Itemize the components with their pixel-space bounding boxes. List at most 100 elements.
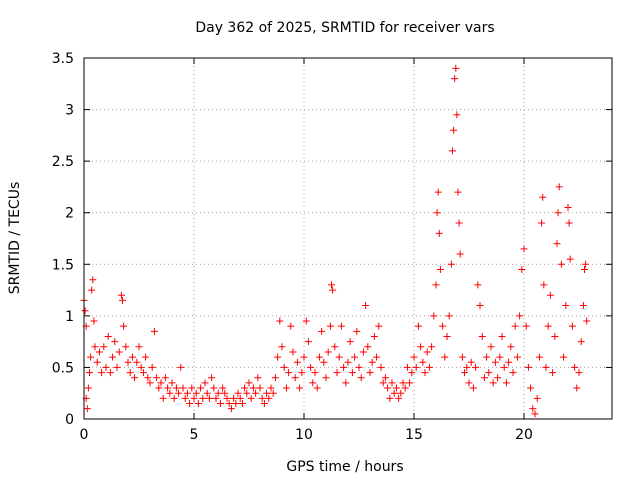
data-point [260, 400, 268, 408]
data-point [452, 64, 460, 72]
data-point [560, 353, 568, 361]
data-point [456, 250, 464, 258]
data-point [388, 379, 396, 387]
data-point [451, 75, 459, 83]
data-point [197, 384, 205, 392]
data-point [433, 209, 441, 217]
data-point [449, 147, 456, 155]
data-point [90, 317, 98, 325]
data-point [577, 338, 585, 346]
data-point [183, 389, 191, 397]
data-point [386, 394, 394, 402]
data-point [159, 394, 167, 402]
data-point [81, 307, 89, 315]
data-point [320, 358, 328, 366]
data-point [205, 394, 213, 402]
data-point [553, 240, 561, 248]
data-point [453, 111, 461, 119]
data-point [289, 348, 297, 356]
data-point [447, 260, 455, 268]
grid [84, 58, 612, 419]
data-point [557, 260, 565, 268]
data-markers [80, 64, 591, 418]
data-point [432, 281, 440, 289]
data-point [401, 384, 409, 392]
data-point [344, 358, 352, 366]
plot-frame [83, 57, 613, 420]
data-point [84, 384, 92, 392]
data-point [366, 369, 374, 377]
data-point [122, 343, 130, 351]
data-point [269, 389, 277, 397]
data-point [397, 389, 405, 397]
data-point [538, 219, 546, 227]
data-point [307, 363, 315, 371]
data-point [474, 281, 482, 289]
data-point [247, 394, 255, 402]
data-point [245, 379, 253, 387]
data-point [293, 358, 301, 366]
y-tick-label: 3.5 [52, 51, 74, 67]
data-point [524, 363, 532, 371]
data-point [93, 358, 101, 366]
data-point [540, 281, 548, 289]
data-point [296, 384, 304, 392]
data-point [465, 379, 473, 387]
data-point [455, 219, 463, 227]
data-point [190, 394, 198, 402]
data-point [408, 369, 416, 377]
data-point [348, 369, 356, 377]
data-point [318, 327, 326, 335]
data-point [581, 265, 588, 273]
data-point [157, 379, 165, 387]
data-point [478, 332, 486, 340]
data-point [241, 384, 249, 392]
data-point [119, 296, 126, 304]
chart-title: Day 362 of 2025, SRMTID for receiver var… [195, 20, 494, 36]
data-point [155, 384, 163, 392]
y-tick-label: 1.5 [52, 257, 74, 273]
data-point [326, 322, 334, 330]
x-axis-label: GPS time / hours [286, 459, 403, 475]
data-point [164, 384, 172, 392]
data-point [291, 374, 299, 382]
data-point [421, 369, 429, 377]
data-point [439, 322, 447, 330]
data-point [518, 265, 526, 273]
data-point [315, 353, 323, 361]
data-point [423, 348, 431, 356]
data-point [435, 229, 443, 237]
data-point [137, 363, 145, 371]
data-point [331, 343, 339, 351]
data-point [89, 276, 97, 284]
data-point [357, 374, 365, 382]
data-point [278, 343, 286, 351]
data-point [181, 394, 189, 402]
data-point [476, 302, 484, 310]
data-point [175, 389, 183, 397]
data-point [302, 317, 310, 325]
data-point [403, 363, 411, 371]
data-point [539, 193, 547, 201]
data-point [168, 379, 176, 387]
data-point [582, 260, 590, 268]
data-point [502, 379, 510, 387]
data-point [583, 317, 591, 325]
data-point [535, 353, 543, 361]
data-point [280, 363, 288, 371]
data-point [111, 338, 119, 346]
data-point [148, 363, 156, 371]
data-point [414, 322, 422, 330]
y-tick-label: 1 [65, 309, 74, 325]
data-point [227, 405, 235, 413]
data-point [86, 369, 93, 377]
data-point [208, 374, 216, 382]
data-point [135, 343, 143, 351]
data-point [150, 327, 158, 335]
data-point [133, 358, 141, 366]
data-point [483, 353, 491, 361]
data-point [192, 389, 200, 397]
data-point [381, 374, 389, 382]
data-point [568, 322, 576, 330]
data-point [395, 394, 403, 402]
